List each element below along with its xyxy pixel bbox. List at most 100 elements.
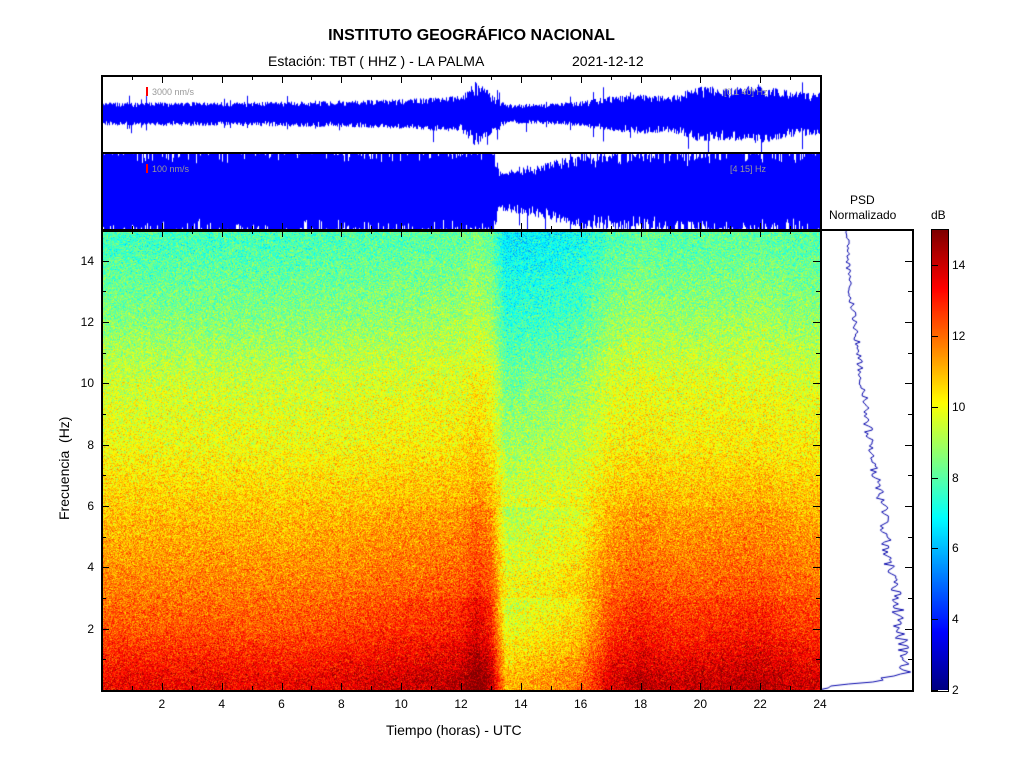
x-tick [640, 76, 642, 83]
y-tick [816, 291, 820, 293]
colorbar-tick [932, 548, 938, 550]
x-tick [221, 223, 223, 230]
colorbar-tick-label: 10 [952, 399, 966, 414]
y-tick [102, 659, 106, 661]
x-tick [221, 230, 223, 237]
x-tick [700, 76, 702, 83]
x-tick [431, 76, 433, 80]
x-tick [580, 683, 582, 690]
x-tick [610, 230, 612, 234]
x-tick [550, 686, 552, 690]
x-tick [401, 76, 403, 83]
y-tick [813, 506, 820, 507]
x-tick-label: 2 [158, 697, 166, 711]
x-tick [730, 226, 732, 230]
x-tick [550, 226, 552, 230]
y-tick-label: 14 [80, 253, 94, 268]
x-tick [730, 230, 732, 234]
x-tick [311, 226, 313, 230]
x-tick-label: 22 [753, 697, 767, 711]
x-tick-label: 18 [633, 697, 648, 711]
x-tick [251, 226, 253, 230]
x-tick-label: 20 [693, 697, 707, 711]
y-tick-label: 6 [87, 499, 94, 513]
x-tick [790, 76, 792, 80]
x-tick [341, 230, 343, 237]
x-tick [790, 686, 792, 690]
chart-title: INSTITUTO GEOGRÁFICO NACIONAL [328, 27, 615, 44]
y-tick [813, 322, 820, 323]
psd-tick [908, 291, 912, 293]
x-tick [281, 230, 283, 237]
x-tick [341, 76, 343, 83]
x-tick [281, 76, 283, 83]
x-tick [760, 230, 762, 237]
colorbar-tick-label: 8 [952, 470, 959, 485]
y-tick [102, 352, 106, 354]
y-tick [102, 444, 109, 446]
x-tick [431, 226, 433, 230]
y-tick [102, 260, 109, 262]
y-tick [813, 628, 820, 630]
station-label: Estación: TBT ( HHZ ) - LA PALMA [268, 53, 485, 69]
x-tick [341, 683, 343, 690]
x-tick [431, 230, 433, 234]
x-tick-label: 6 [278, 697, 285, 711]
x-tick [191, 686, 193, 690]
colorbar-tick-label: 14 [952, 258, 966, 273]
colorbar-label: dB [931, 208, 946, 222]
x-tick-label: 8 [337, 697, 345, 711]
psd-tick [905, 383, 912, 385]
x-tick [431, 686, 433, 690]
psd-tick [905, 628, 912, 630]
x-tick [401, 223, 403, 230]
x-tick [311, 686, 313, 690]
scale-bar-2 [146, 164, 148, 173]
y-tick [102, 291, 106, 293]
y-tick-label: 4 [87, 560, 94, 575]
colorbar-tick [932, 619, 938, 621]
x-tick [191, 76, 193, 80]
x-tick [371, 230, 373, 234]
colorbar-tick-label: 2 [952, 683, 959, 697]
y-tick [102, 414, 106, 415]
x-tick [131, 226, 133, 230]
waveform-broadband [102, 76, 820, 153]
y-tick [102, 567, 109, 569]
x-tick [311, 230, 313, 234]
scale-bar-1 [146, 87, 148, 96]
psd-subtitle: Normalizado [829, 208, 897, 222]
waveform-filtered [102, 153, 820, 230]
y-tick [813, 383, 820, 385]
x-tick [790, 226, 792, 230]
x-tick [371, 226, 373, 230]
y-tick [816, 598, 820, 599]
y-tick [102, 475, 106, 477]
x-tick [221, 683, 223, 690]
x-tick-label: 24 [813, 697, 827, 711]
x-tick [520, 230, 522, 237]
x-tick [580, 223, 582, 230]
y-tick [816, 536, 820, 538]
x-tick [700, 223, 702, 230]
y-tick [102, 536, 106, 538]
x-tick [161, 230, 163, 237]
y-tick-label: 8 [87, 437, 94, 452]
x-tick [760, 76, 762, 83]
x-tick [640, 223, 642, 230]
colorbar-tick-label: 6 [952, 541, 959, 556]
band-label-2: [4 15] Hz [730, 164, 767, 174]
x-tick [461, 683, 462, 690]
x-tick [670, 686, 672, 690]
psd-tick [905, 260, 912, 262]
y-tick [813, 567, 820, 569]
x-tick [251, 686, 253, 690]
x-tick [191, 226, 193, 230]
x-tick [131, 76, 133, 80]
scale-label-1: 3000 nm/s [152, 87, 195, 97]
x-tick [790, 230, 792, 234]
psd-tick [905, 567, 912, 569]
x-tick [520, 223, 522, 230]
date-label: 2021-12-12 [572, 53, 644, 69]
colorbar-tick-label: 4 [952, 612, 959, 627]
